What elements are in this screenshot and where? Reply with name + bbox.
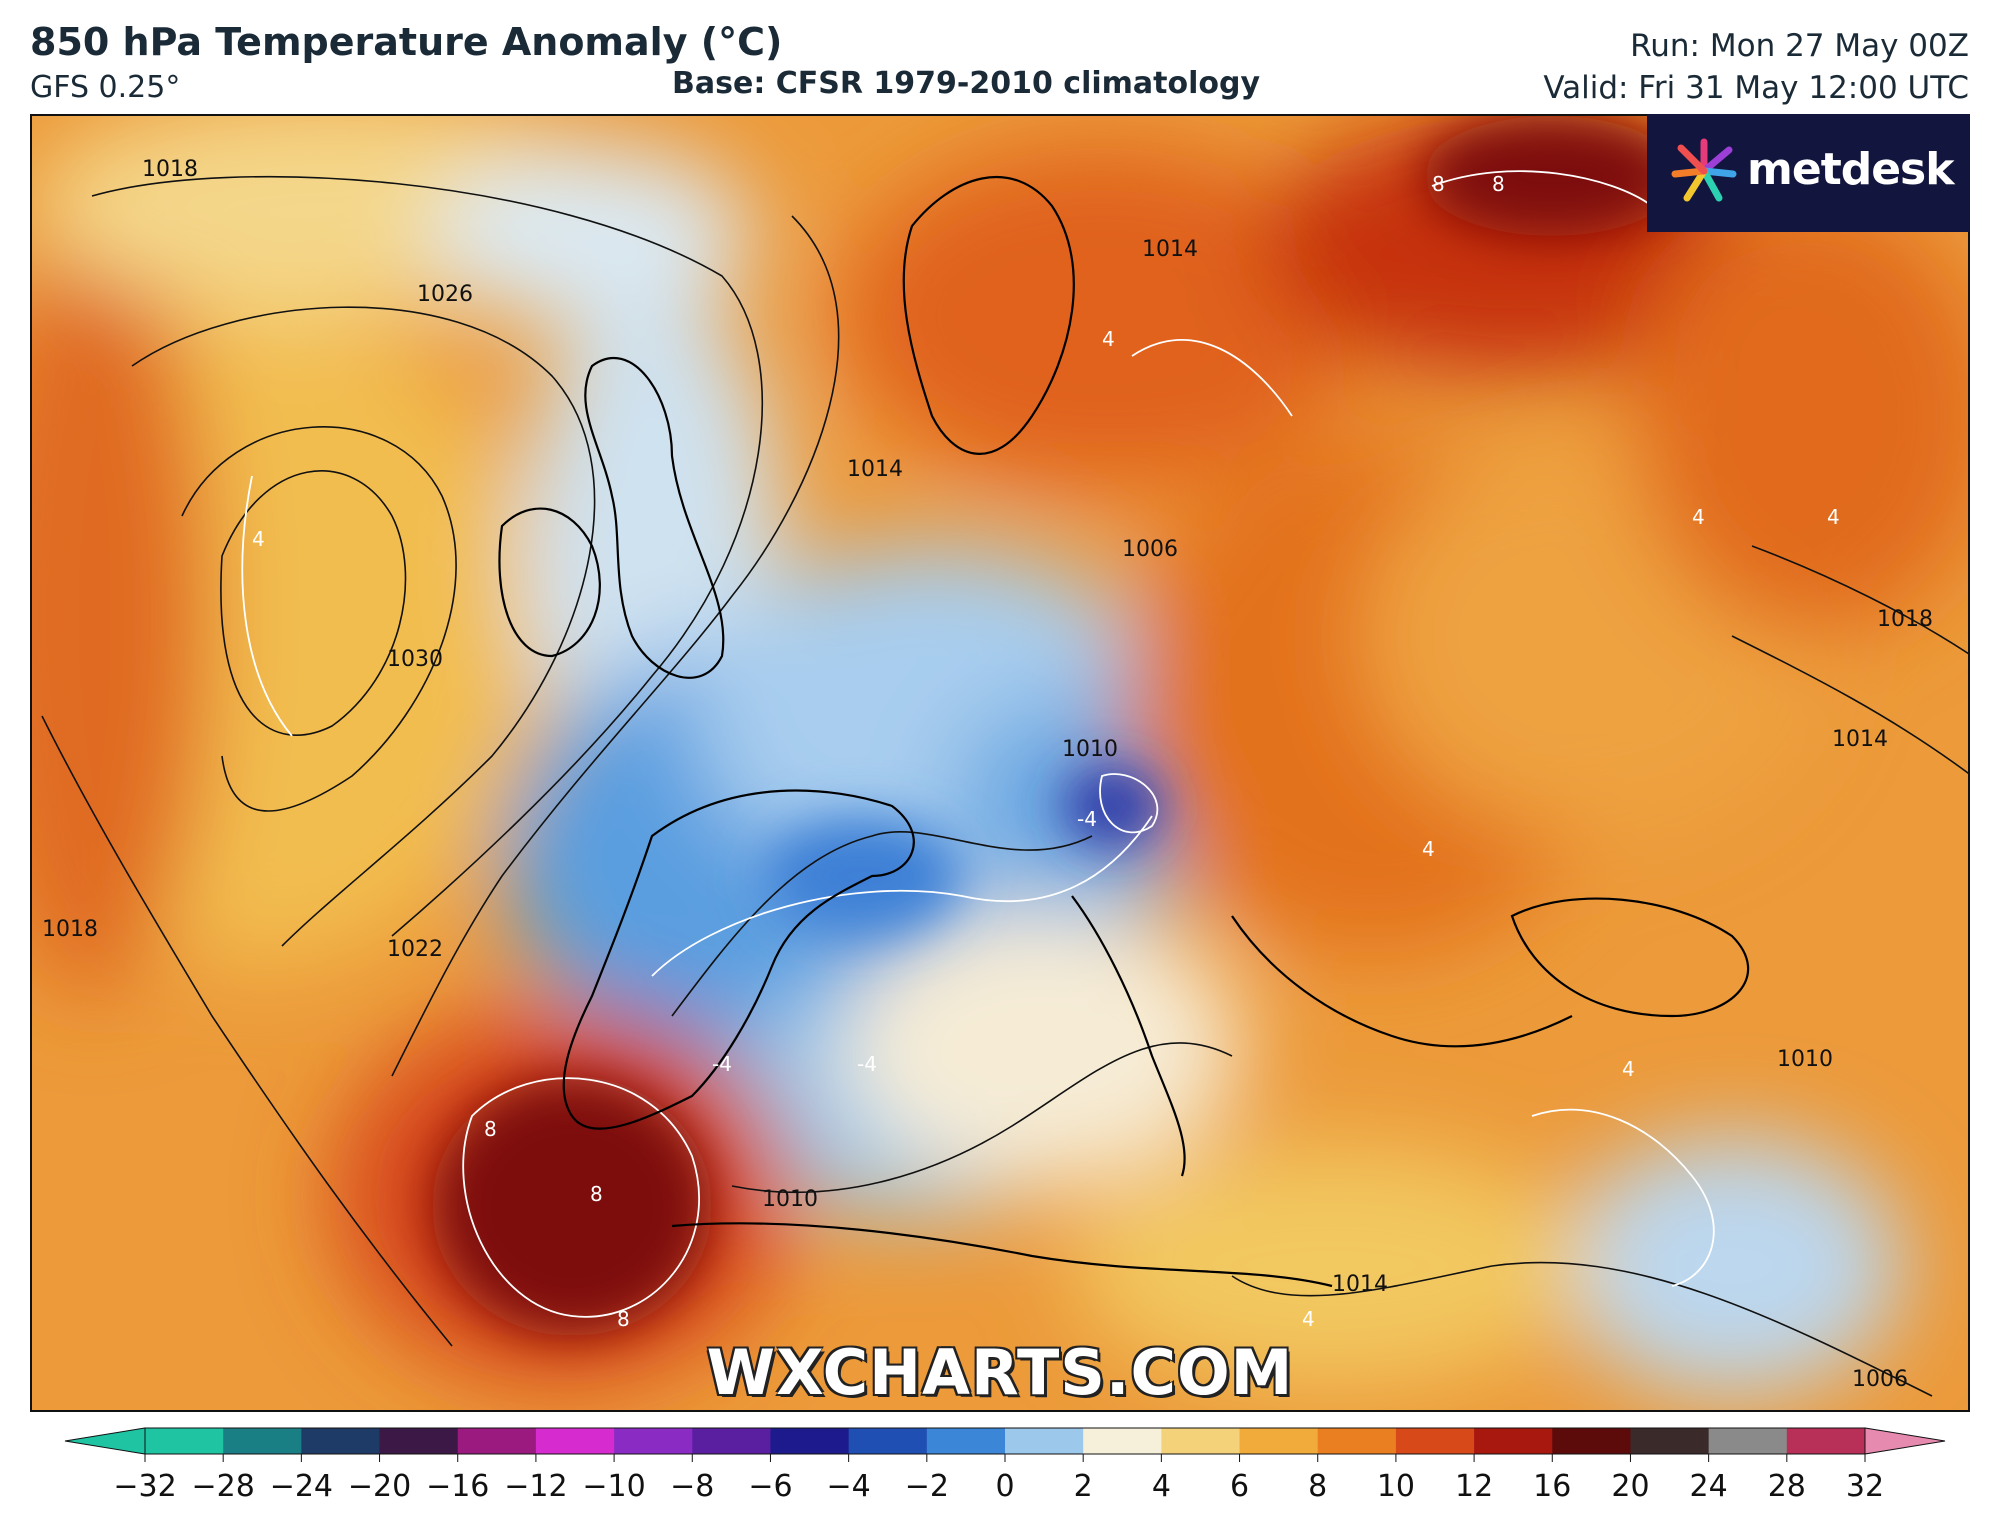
colorbar-tick-label: −6 [748,1469,792,1504]
colorbar-swatch [614,1428,693,1454]
anomaly-map: 1018 1026 1030 1022 1018 1014 1014 1006 … [30,114,1970,1412]
colorbar-tick-label: −20 [348,1469,411,1504]
colorbar-tick-label: −4 [827,1469,871,1504]
colorbar-swatch [926,1428,1006,1454]
colorbar-tick-label: 20 [1611,1469,1649,1504]
colorbar-tick-label: 32 [1846,1469,1884,1504]
chart-title: 850 hPa Temperature Anomaly (°C) [30,20,783,64]
colorbar-tick-label: 24 [1690,1469,1728,1504]
anomaly-label: 8 [1432,172,1445,196]
colorbar-swatch [1395,1428,1475,1454]
colorbar-swatch [1786,1428,1866,1454]
colorbar-swatch [457,1428,537,1454]
anomaly-contours [241,170,1715,1318]
isobar-label: 1030 [387,647,443,672]
colorbar-tick-label: 12 [1455,1469,1493,1504]
colorbar-tick-label: −32 [113,1469,176,1504]
isobar-label: 1014 [1832,727,1888,752]
anomaly-label: -4 [857,1052,877,1076]
anomaly-label: 4 [1102,327,1115,351]
colorbar-swatch [535,1428,615,1454]
model-label: GFS 0.25° [30,70,181,105]
anomaly-label: -4 [1077,807,1097,831]
colorbar-swatch [145,1428,224,1454]
anomaly-labels: 4 8 8 4 -4 -4 -4 8 8 8 4 4 4 4 4 [252,172,1840,1331]
isobar-label: 1010 [1777,1047,1833,1072]
anomaly-label: 4 [1622,1057,1635,1081]
colorbar-swatch [770,1428,850,1454]
colorbar-swatch [1317,1428,1397,1454]
anomaly-map-canvas: 1018 1026 1030 1022 1018 1014 1014 1006 … [32,116,1968,1410]
isobar-label: 1014 [1332,1272,1388,1297]
wxcharts-watermark: WXCHARTS.COM [706,1336,1294,1409]
metdesk-logo-text: metdesk [1747,144,1955,195]
anomaly-label: 8 [1492,172,1505,196]
valid-time-label: Valid: Fri 31 May 12:00 UTC [1543,70,1969,106]
colorbar-ticks: −32 −28 −24 −20 −16 −12 −10 −8 −6 −4 −2 0 2 4 6 8 10 12 16… [113,1454,1884,1504]
colorbar-swatch [692,1428,771,1454]
colorbar-swatch [1708,1428,1788,1454]
colorbar-tick-label: 6 [1230,1469,1249,1504]
anomaly-label: 4 [1422,837,1435,861]
isobar-label: 1026 [417,282,473,307]
anomaly-label: 4 [1692,505,1705,529]
coastlines [498,176,1750,1288]
colorbar-tick-label: −8 [670,1469,714,1504]
anomaly-label: 8 [484,1117,497,1141]
colorbar-swatch [223,1428,302,1454]
colorbar-tick-label: −12 [504,1469,567,1504]
isobar-label: 1014 [847,457,903,482]
colorbar-tick-label: 0 [995,1469,1014,1504]
colorbar-tick-label: −28 [192,1469,255,1504]
colorbar-swatch [301,1428,381,1454]
colorbar-tick-label: 4 [1152,1469,1171,1504]
colorbar-swatch [1161,1428,1241,1454]
anomaly-label: -4 [712,1052,732,1076]
anomaly-label: 8 [617,1307,630,1331]
colorbar-swatch [1005,1428,1084,1454]
colorbar-min-arrow [64,1427,146,1455]
isobar-label: 1006 [1852,1367,1908,1392]
isobar-label: 1014 [1142,237,1198,262]
colorbar-swatch [848,1428,928,1454]
colorbar-swatch [1083,1428,1162,1454]
colorbar-swatch [1239,1428,1319,1454]
colorbar-swatch [1474,1428,1553,1454]
isobar-label: 1010 [1062,737,1118,762]
anomaly-label: 4 [1302,1307,1315,1331]
colorbar-tick-label: −10 [582,1469,645,1504]
isobar-labels: 1018 1026 1030 1022 1018 1014 1014 1006 … [42,157,1933,1392]
colorbar-tick-label: −16 [426,1469,489,1504]
run-time-label: Run: Mon 27 May 00Z [1630,28,1969,64]
anomaly-label: 8 [590,1182,603,1206]
colorbar-swatch [1630,1428,1710,1454]
isobar-label: 1022 [387,937,443,962]
isobar-label: 1006 [1122,537,1178,562]
anomaly-label: 4 [252,527,265,551]
colorbar-tick-label: −2 [905,1469,949,1504]
colorbar-tick-label: 2 [1074,1469,1093,1504]
isobar-label: 1018 [42,917,98,942]
colorbar-swatch [1552,1428,1631,1454]
colorbar-tick-label: −24 [270,1469,333,1504]
colorbar-swatches [64,1427,1946,1455]
colorbar-tick-label: 16 [1533,1469,1571,1504]
colorbar-tick-label: 10 [1377,1469,1415,1504]
colorbar-swatch [379,1428,459,1454]
hot-anomaly-core [432,116,1682,1336]
metdesk-star-icon [1671,138,1737,202]
metdesk-logo: metdesk [1647,114,1970,232]
anomaly-label: 4 [1827,505,1840,529]
colorbar-tick-label: 28 [1768,1469,1806,1504]
colorbar-tick-label: 8 [1308,1469,1327,1504]
isobar-label: 1010 [762,1187,818,1212]
colorbar-max-arrow [1864,1427,1946,1455]
temperature-field [32,116,1968,1396]
isobar-label: 1018 [142,157,198,182]
isobar-lines [41,175,1968,1397]
isobar-label: 1018 [1877,607,1933,632]
colorbar-legend: −32 −28 −24 −20 −16 −12 −10 −8 −6 −4 −2 0 2 4 6 8 10 12 16… [64,1427,1946,1504]
climatology-base-label: Base: CFSR 1979-2010 climatology [672,66,1261,101]
